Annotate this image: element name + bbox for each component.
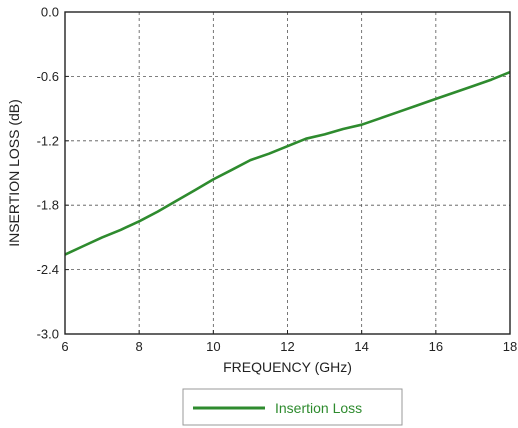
grid-lines bbox=[65, 12, 510, 334]
y-tick-label: -1.2 bbox=[37, 133, 59, 148]
y-tick-label: -2.4 bbox=[37, 262, 59, 277]
x-axis-label: FREQUENCY (GHz) bbox=[223, 359, 352, 375]
x-tick-label: 6 bbox=[61, 339, 68, 354]
series-layer bbox=[64, 70, 511, 256]
x-tick-label: 18 bbox=[503, 339, 517, 354]
y-tick-label: -0.6 bbox=[37, 69, 59, 84]
x-tick-label: 8 bbox=[136, 339, 143, 354]
series-line-insertion-loss bbox=[64, 70, 511, 256]
x-tick-label: 16 bbox=[429, 339, 443, 354]
x-axis-ticks: 6 8 10 12 14 16 18 bbox=[61, 330, 517, 354]
legend: Insertion Loss bbox=[182, 388, 403, 426]
x-tick-label: 10 bbox=[206, 339, 220, 354]
y-tick-label: 0.0 bbox=[41, 5, 59, 20]
y-axis-ticks: 0.0 -0.6 -1.2 -1.8 -2.4 -3.0 bbox=[37, 5, 69, 342]
plot-frame bbox=[64, 11, 511, 335]
legend-label-insertion-loss: Insertion Loss bbox=[275, 400, 362, 416]
y-tick-label: -3.0 bbox=[37, 327, 59, 342]
x-tick-label: 12 bbox=[280, 339, 294, 354]
y-tick-label: -1.8 bbox=[37, 198, 59, 213]
y-axis-label: INSERTION LOSS (dB) bbox=[6, 99, 22, 247]
x-tick-label: 14 bbox=[354, 339, 368, 354]
